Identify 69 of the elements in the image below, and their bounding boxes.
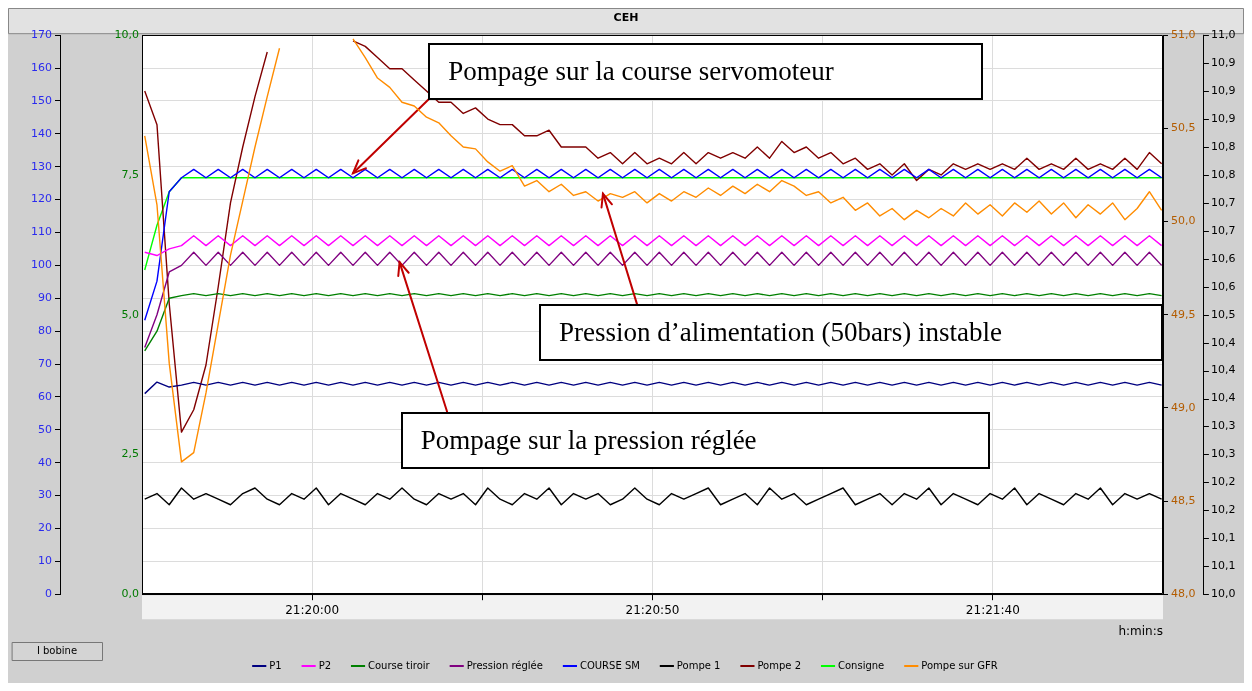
y3-tick-label: 10,7	[1211, 195, 1236, 209]
x-tick-label: 21:20:00	[285, 602, 340, 617]
y3-tick-label: 10,9	[1211, 56, 1236, 70]
y3-tick-label: 10,7	[1211, 223, 1236, 237]
y2-tick-label: 2,5	[121, 447, 139, 461]
y2-tick-label: 10,0	[114, 28, 139, 42]
y-tick-label: 60	[38, 389, 52, 403]
y3-tick-label: 10,4	[1211, 391, 1236, 405]
y-tick-label: 49,5	[1171, 307, 1196, 321]
y-tick-label: 20	[38, 521, 52, 535]
x-tick-label: 21:20:50	[625, 602, 680, 617]
y3-tick-label: 10,6	[1211, 251, 1236, 265]
y-tick-label: 140	[31, 126, 52, 140]
y-tick-label: 100	[31, 258, 52, 272]
y-tick-label: 170	[31, 28, 52, 42]
callout-box: Pompage sur la course servomoteur	[428, 43, 984, 100]
y2-tick-label: 0,0	[121, 587, 139, 601]
y3-tick-label: 10,9	[1211, 111, 1236, 125]
y-tick-label: 150	[31, 93, 52, 107]
y-tick-label: 160	[31, 60, 52, 74]
y-tick-label: 110	[31, 225, 52, 239]
y-tick-label: 70	[38, 356, 52, 370]
legend-label: P1	[269, 659, 282, 671]
y-tick-label: 80	[38, 324, 52, 337]
legend-label: Pompe 2	[757, 659, 802, 671]
legend-label: Course tiroir	[368, 659, 431, 671]
y-tick-label: 50,0	[1171, 214, 1196, 228]
y-tick-label: 50,5	[1171, 121, 1196, 135]
legend-label: P2	[318, 659, 332, 671]
y-tick-label: 90	[38, 291, 52, 305]
y3-tick-label: 10,6	[1211, 279, 1236, 293]
y-tick-label: 50	[38, 422, 52, 436]
callout-box: Pression d’alimentation (50bars) instable	[538, 304, 1163, 362]
y3-tick-label: 10,2	[1211, 475, 1236, 489]
y-tick-label: 30	[38, 488, 52, 502]
legend-label: Pompe 1	[676, 659, 721, 671]
y3-tick-label: 10,9	[1211, 83, 1236, 97]
legend-label: Consigne	[838, 659, 885, 671]
chart-title: CEH	[613, 11, 639, 25]
y-tick-label: 10	[38, 554, 52, 568]
y3-tick-label: 10,2	[1211, 503, 1236, 517]
y3-tick-label: 10,1	[1211, 559, 1236, 573]
y-tick-label: 48,5	[1171, 493, 1196, 507]
y3-tick-label: 11,0	[1211, 28, 1236, 42]
y-tick-label: 49,0	[1171, 400, 1196, 414]
y3-tick-label: 10,3	[1211, 447, 1236, 461]
y3-tick-label: 10,1	[1211, 531, 1236, 545]
y3-tick-label: 10,0	[1211, 587, 1236, 601]
text: Pompe sur GFR	[921, 659, 998, 671]
x-axis-title: h:min:s	[1118, 623, 1163, 638]
y3-tick-label: 10,3	[1211, 419, 1236, 433]
y-tick-label: 120	[31, 192, 52, 206]
y3-tick-label: 10,8	[1211, 167, 1236, 181]
legend-label: Pression réglée	[466, 659, 543, 671]
y2-tick-label: 5,0	[121, 307, 139, 321]
y3-tick-label: 10,4	[1211, 335, 1236, 349]
y3-tick-label: 10,8	[1211, 139, 1236, 153]
y2-tick-label: 7,5	[121, 167, 139, 181]
y-tick-label: 51,0	[1171, 28, 1196, 42]
x-tick-label: 21:21:40	[965, 602, 1020, 617]
y-tick-label: 0	[45, 587, 52, 601]
y3-tick-label: 10,4	[1211, 363, 1236, 377]
y-tick-label: 40	[38, 455, 52, 469]
y-tick-label: 130	[31, 159, 52, 173]
y-tick-label: 48,0	[1171, 587, 1196, 601]
text: I bobine	[36, 645, 78, 657]
y3-tick-label: 10,5	[1211, 307, 1236, 321]
legend-label: COURSE SM	[579, 659, 640, 671]
callout-box: Pompage sur la pression réglée	[400, 411, 991, 470]
